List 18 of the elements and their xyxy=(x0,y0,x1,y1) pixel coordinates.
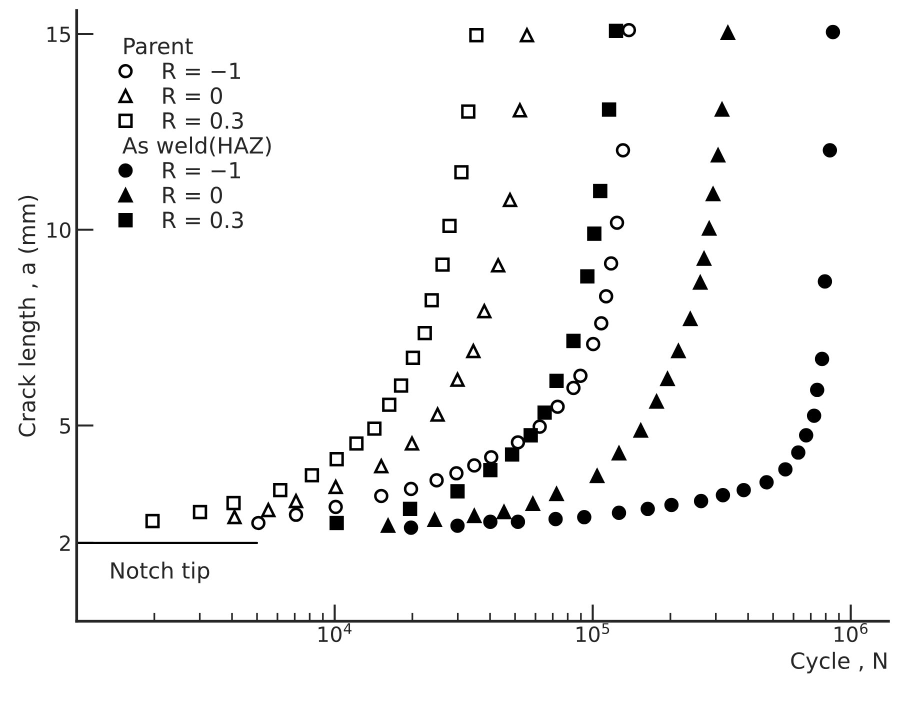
legend-label: R = −1 xyxy=(163,162,240,178)
annotation: Parent xyxy=(124,38,193,54)
legend-label: R = 0.3 xyxy=(163,211,243,228)
y-tick-label: 5 xyxy=(60,418,70,434)
x-tick-label: 10$^{6}$ xyxy=(834,623,868,642)
x-tick-label: 10$^{5}$ xyxy=(576,623,610,642)
y-tick-label: 2 xyxy=(60,535,70,551)
annotation: Notch tip xyxy=(111,562,210,584)
legend-label: R = −1 xyxy=(163,62,240,79)
y-tick-label: 10 xyxy=(48,222,70,238)
legend-label: R = 0.3 xyxy=(163,112,243,129)
y-tick-label: 15 xyxy=(48,26,70,42)
annotation: As weld(HAZ) xyxy=(122,136,271,156)
legend-label: R = 0 xyxy=(163,87,222,104)
x-tick-label: 10$^{4}$ xyxy=(318,623,352,642)
legend-label: R = 0 xyxy=(163,186,222,204)
y-axis-title: Crack length , a (mm) xyxy=(18,196,40,437)
x-axis-title: Cycle , N xyxy=(791,652,886,674)
